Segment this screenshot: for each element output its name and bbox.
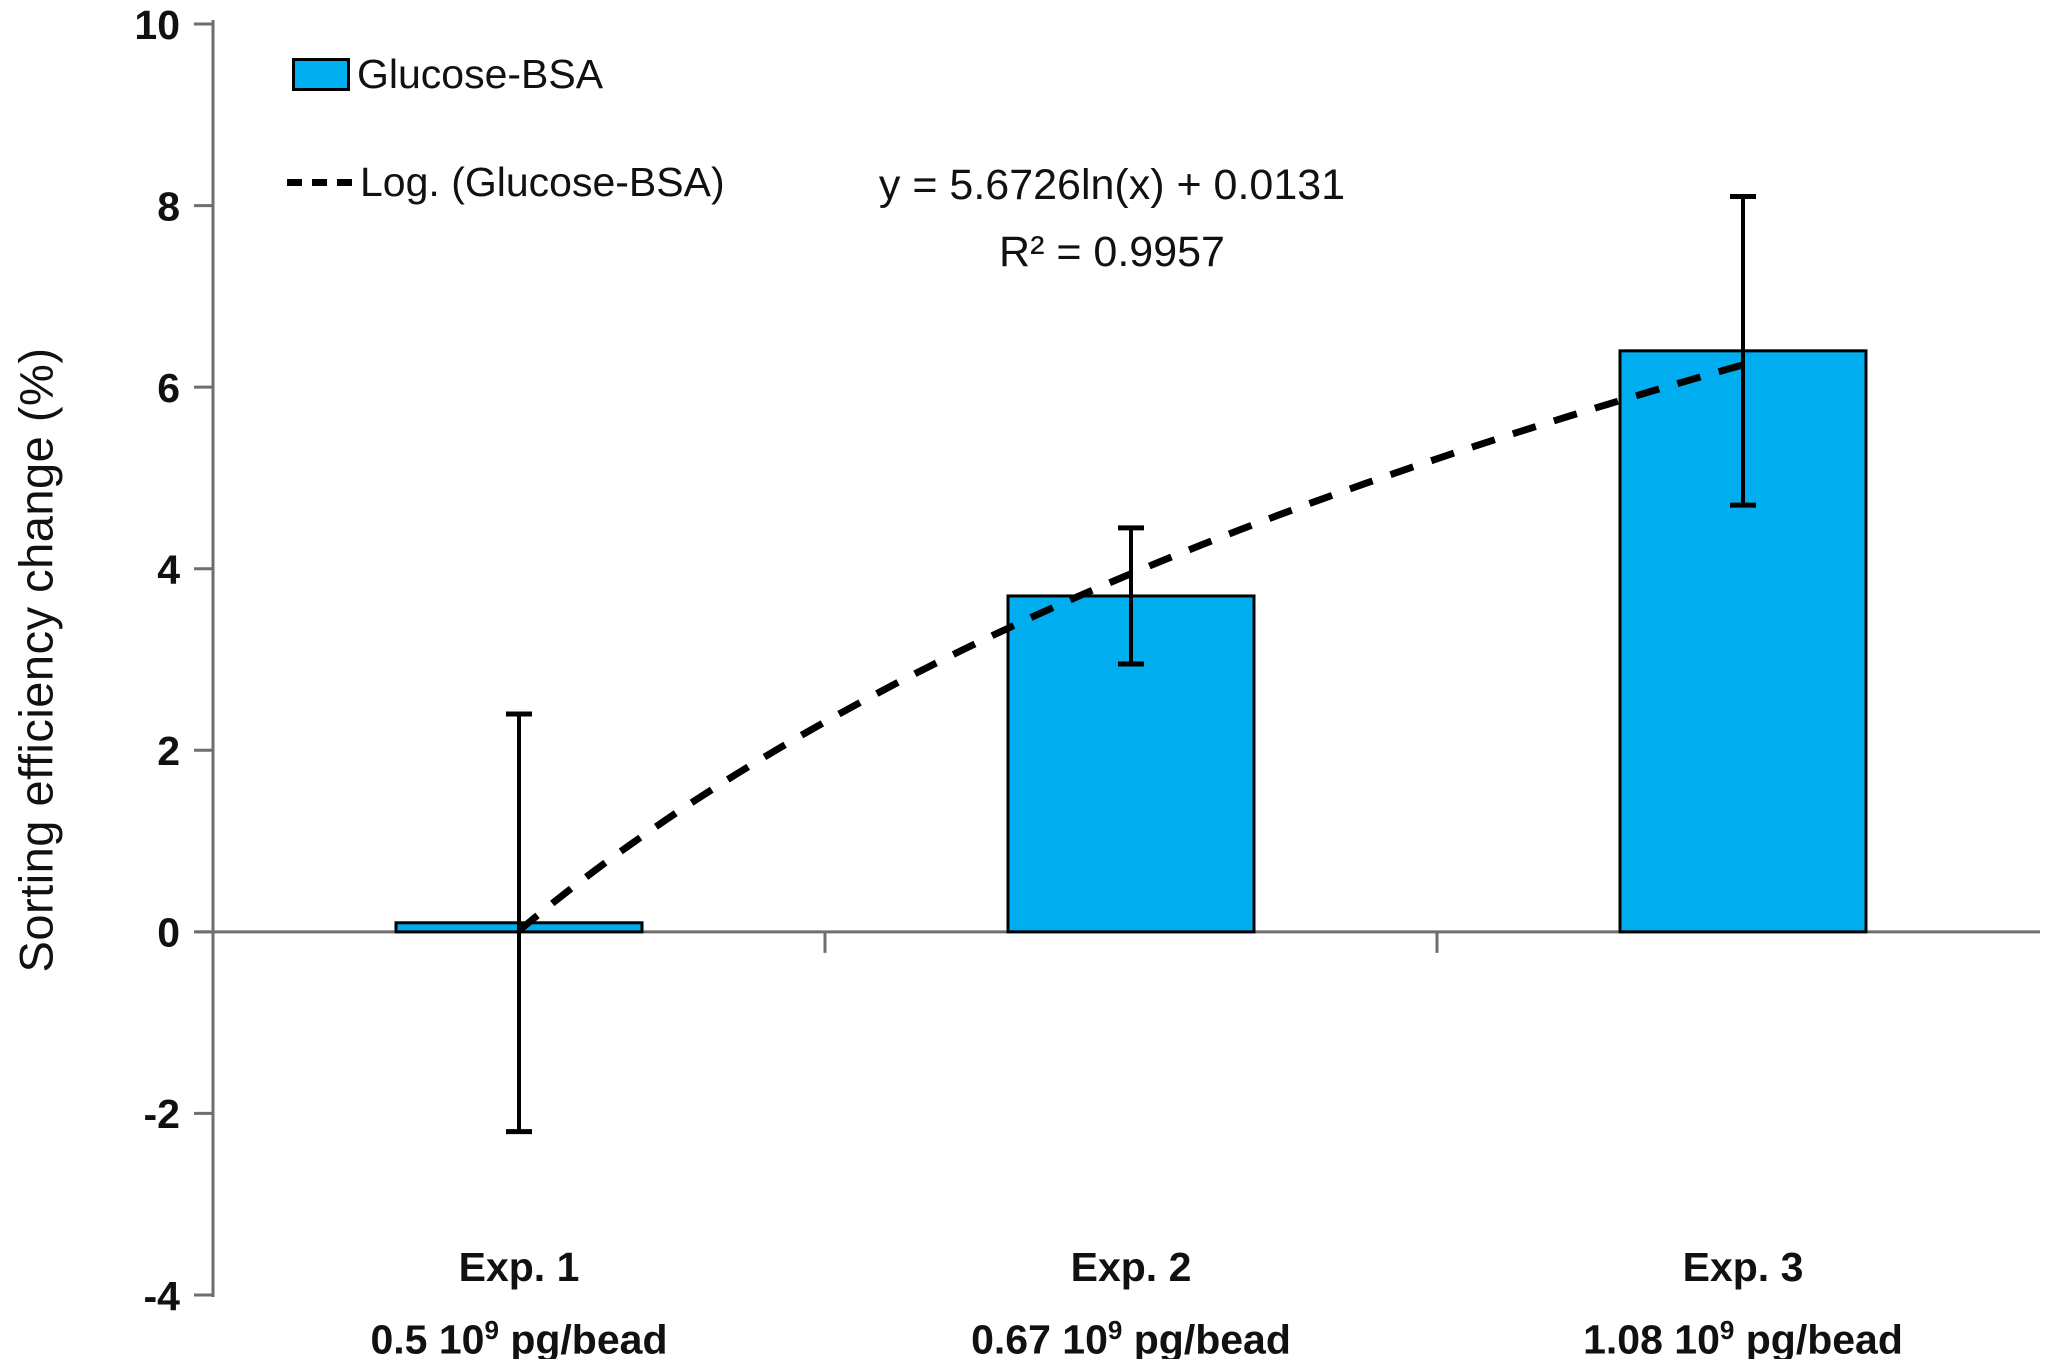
y-tick-label: -2 (144, 1091, 180, 1137)
y-tick-label: 10 (134, 2, 180, 48)
x-category-label-exp-3: Exp. 3 1.08 109 pg/bead (1463, 1236, 2023, 1359)
error-bar-exp-3 (1730, 193, 1756, 508)
x-category-label-exp-2: Exp. 2 0.67 109 pg/bead (851, 1236, 1411, 1359)
y-tick-label: -4 (144, 1273, 181, 1319)
error-bar-exp-1 (506, 711, 532, 1135)
y-tick-label: 6 (157, 365, 180, 411)
category-dose: 0.5 109 pg/bead (370, 1315, 668, 1359)
category-name: Exp. 3 (1682, 1244, 1804, 1290)
y-tick-label: 4 (157, 546, 180, 592)
legend-label-log-glucose-bsa: Log. (Glucose-BSA) (360, 159, 725, 205)
y-tick-label: 8 (157, 183, 180, 229)
trendline-equation-block: y = 5.6726ln(x) + 0.0131 R² = 0.9957 (879, 152, 1345, 286)
category-name: Exp. 2 (1070, 1244, 1192, 1290)
x-category-label-exp-1: Exp. 1 0.5 109 pg/bead (239, 1236, 799, 1359)
error-bar-exp-2 (1118, 525, 1144, 667)
y-tick-label: 2 (157, 728, 180, 774)
category-name: Exp. 1 (458, 1244, 580, 1290)
legend-dashed-line-icon (287, 179, 353, 186)
legend-label-glucose-bsa: Glucose-BSA (357, 51, 604, 97)
trendline-r-squared: R² = 0.9957 (999, 228, 1225, 276)
log-trendline (516, 361, 1744, 934)
y-tick-label: 0 (157, 910, 180, 956)
trendline-equation: y = 5.6726ln(x) + 0.0131 (878, 161, 1346, 209)
legend-bar-swatch (292, 58, 350, 91)
category-dose: 1.08 109 pg/bead (1583, 1315, 1903, 1359)
legend-item-log-trendline: Log. (Glucose-BSA) (287, 159, 725, 206)
legend-item-glucose-bsa: Glucose-BSA (292, 51, 603, 98)
category-dose: 0.67 109 pg/bead (971, 1315, 1291, 1359)
y-axis-title: Sorting efficiency change (%) (9, 347, 63, 973)
